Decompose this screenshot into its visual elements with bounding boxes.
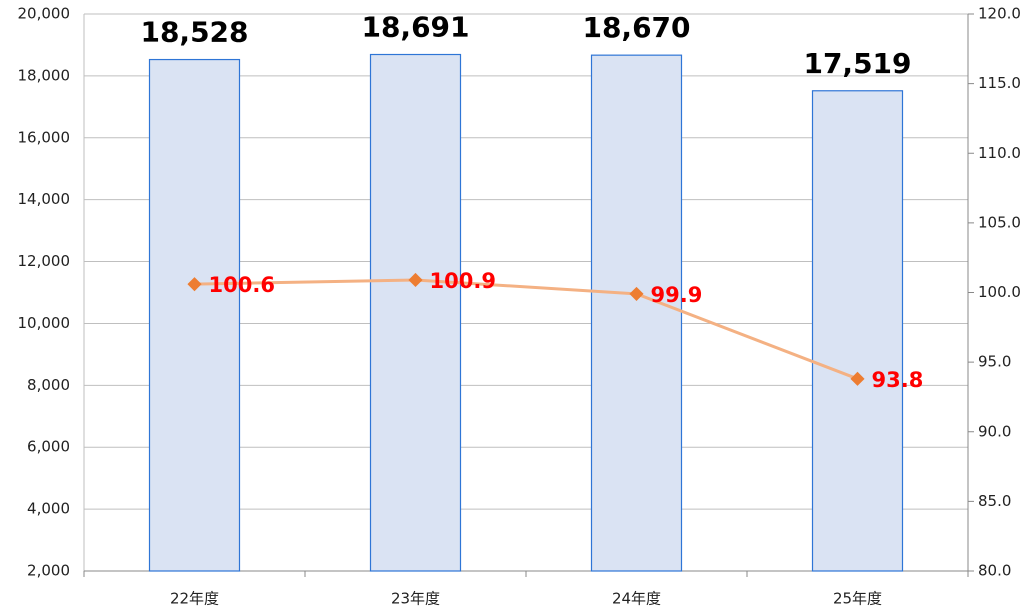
y-tick-label: 4,000 [27,500,70,518]
y-tick-label: 10,000 [18,314,71,332]
bar-value-label: 18,670 [582,11,690,44]
line-value-label: 100.6 [209,273,275,297]
y-tick-label: 14,000 [18,190,71,208]
y-tick-label: 2,000 [27,562,70,580]
y2-tick-label: 110.0 [978,144,1021,162]
y-tick-label: 12,000 [18,252,71,270]
line-marker [187,277,202,292]
line-value-label: 99.9 [651,283,703,307]
y2-tick-label: 90.0 [978,422,1011,440]
bar [148,58,241,572]
y2-tick-label: 115.0 [978,74,1021,92]
bar [811,90,904,572]
bar-value-label: 18,528 [140,16,248,49]
y2-tick-label: 85.0 [978,492,1011,510]
x-tick-label: 24年度 [612,590,661,608]
bar [369,53,462,572]
bar-value-label: 17,519 [803,47,911,80]
y2-tick-label: 120.0 [978,5,1021,23]
line-value-label: 93.8 [872,368,924,392]
y2-tick-label: 105.0 [978,213,1021,231]
y-tick-label: 16,000 [18,128,71,146]
y2-tick-label: 80.0 [978,562,1011,580]
line-value-label: 100.9 [430,269,496,293]
y2-tick-label: 100.0 [978,283,1021,301]
y-tick-label: 8,000 [27,376,70,394]
line-marker [629,286,644,301]
y-tick-label: 6,000 [27,438,70,456]
y-tick-label: 18,000 [18,66,71,84]
x-tick-label: 25年度 [833,590,882,608]
line [194,278,859,381]
line-marker [850,371,865,386]
y2-tick-label: 95.0 [978,353,1011,371]
x-tick-label: 22年度 [170,590,219,608]
bar [590,54,683,572]
y-tick-label: 20,000 [18,5,71,23]
x-tick-label: 23年度 [391,590,440,608]
line-marker [408,272,423,288]
bar-value-label: 18,691 [361,11,469,44]
